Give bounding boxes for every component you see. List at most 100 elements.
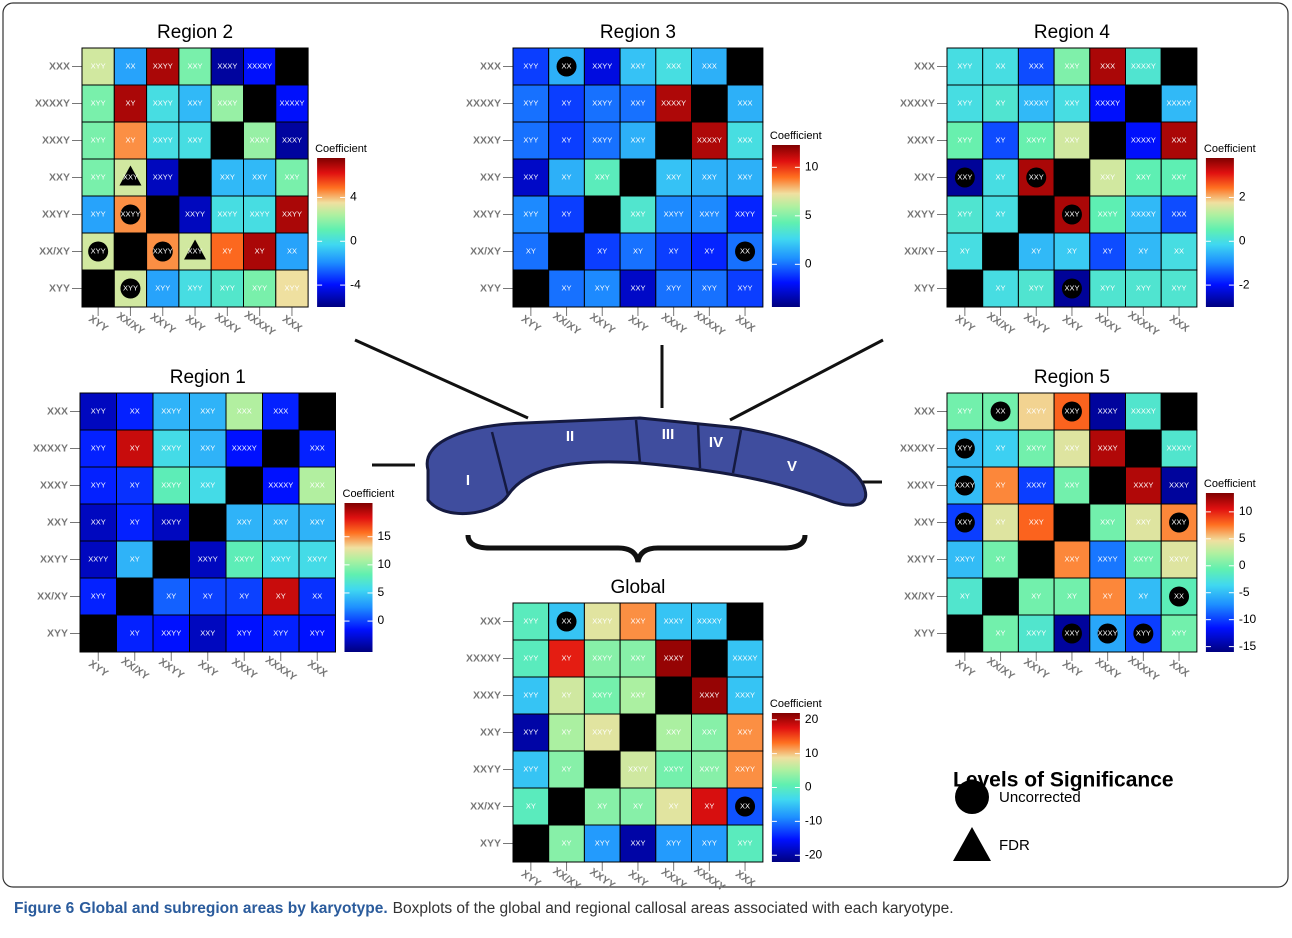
empty-cell <box>691 84 728 123</box>
cell <box>1089 429 1127 468</box>
cell-label: XX <box>1174 246 1184 255</box>
cell-label: XYY <box>738 283 753 292</box>
cell-label: XX <box>740 246 750 255</box>
cell-label: XXY <box>91 517 106 526</box>
section-divider <box>634 419 642 464</box>
cell-label: XYY <box>273 628 288 637</box>
cell-label: XXX <box>702 61 717 70</box>
cell-label: XXXY <box>1169 480 1189 489</box>
cell-label: XYY <box>123 283 138 292</box>
cell-label: XX <box>996 406 1006 415</box>
cell <box>1017 232 1055 271</box>
cell-label: XXY <box>273 517 288 526</box>
cell <box>1017 47 1055 86</box>
colorbar-tick-label: 5 <box>805 208 812 222</box>
cell-label: XXY <box>1064 135 1079 144</box>
cell <box>619 676 657 715</box>
cell-label: XXY <box>1136 517 1151 526</box>
empty-cell <box>655 676 692 715</box>
cell <box>243 269 277 308</box>
col-label: XYY <box>953 658 977 680</box>
cell-label: XXYY <box>664 764 684 773</box>
cell-label: XXY <box>666 727 681 736</box>
cell <box>619 84 657 123</box>
cell-label: XY <box>526 801 536 810</box>
cell-label: XXXY <box>955 480 975 489</box>
cell-label: XXY <box>237 517 252 526</box>
cell-label: XXYY <box>699 209 719 218</box>
cell <box>691 232 728 271</box>
colorbar-tick-label: 10 <box>805 159 819 173</box>
colorbar-tick-label: 0 <box>350 233 357 247</box>
cell-label: XYY <box>310 628 325 637</box>
cell-label: XYY <box>1172 628 1187 637</box>
empty-cell <box>116 577 154 616</box>
cell <box>982 47 1019 86</box>
row-label: XXY <box>480 171 501 183</box>
cell <box>1160 195 1198 234</box>
cell-label: XYY <box>155 283 170 292</box>
cell <box>583 787 621 826</box>
cell-label: XX <box>312 591 322 600</box>
cell <box>691 158 728 197</box>
cell-label: XY <box>1031 246 1041 255</box>
empty-cell <box>243 84 277 123</box>
caption: Figure 6 Global and subregion areas by ka… <box>14 900 954 917</box>
cell-label: XXY <box>630 283 645 292</box>
cell <box>275 232 309 271</box>
cell <box>146 121 180 160</box>
cell-label: XY <box>526 246 536 255</box>
section-label: III <box>662 426 675 443</box>
row-label: XXX <box>49 60 70 72</box>
colorbar-tick-label: 10 <box>378 557 392 571</box>
cell-label: XYY <box>284 283 299 292</box>
cell <box>275 269 309 308</box>
cell-label: XYY <box>957 61 972 70</box>
cell-label: XX <box>562 61 572 70</box>
cell <box>512 713 550 752</box>
cell <box>1125 540 1162 579</box>
cell-label: XY <box>1031 591 1041 600</box>
significance-marker <box>954 438 975 459</box>
row-label: XXXXY <box>466 652 501 664</box>
empty-cell <box>178 158 212 197</box>
cell-label: XXY <box>630 61 645 70</box>
cell-label: XXYY <box>161 406 181 415</box>
cell <box>178 84 212 123</box>
cell <box>619 750 657 789</box>
panel-title: Region 2 <box>157 22 233 43</box>
cell-label: XXY <box>1029 517 1044 526</box>
empty-cell <box>726 47 764 86</box>
cell-label: XX <box>562 616 572 625</box>
row-label: XX/XY <box>470 245 501 257</box>
empty-cell <box>225 466 263 505</box>
cell-label: XY <box>996 480 1006 489</box>
cell-label: XYY <box>523 616 538 625</box>
cell <box>1089 47 1127 86</box>
colorbar-tick-label: 10 <box>1239 504 1253 518</box>
cell <box>1160 269 1198 308</box>
cell <box>655 824 692 863</box>
section-label: IV <box>709 434 723 451</box>
cell-label: XXXY <box>217 98 237 107</box>
colorbar-tick-label: -4 <box>350 277 361 291</box>
empty-cell <box>1089 466 1127 505</box>
cell-label: XXX <box>1172 209 1187 218</box>
cell-label: XXYY <box>161 517 181 526</box>
row-label: XXY <box>49 171 70 183</box>
cell-label: XY <box>996 172 1006 181</box>
cell <box>116 429 154 468</box>
colorbar-label: Coefficient <box>770 698 822 710</box>
row-label: XXY <box>47 516 68 528</box>
cell-label: XY <box>1067 246 1077 255</box>
col-label: XYY <box>953 313 977 335</box>
cell-label: XY <box>166 591 176 600</box>
cell-label: XXYY <box>592 727 612 736</box>
cell-label: XY <box>996 283 1006 292</box>
cell <box>583 47 621 86</box>
cell-label: XY <box>633 801 643 810</box>
significance-marker <box>1061 278 1082 299</box>
cell-label: XY <box>562 764 572 773</box>
cell-label: XXY <box>630 98 645 107</box>
